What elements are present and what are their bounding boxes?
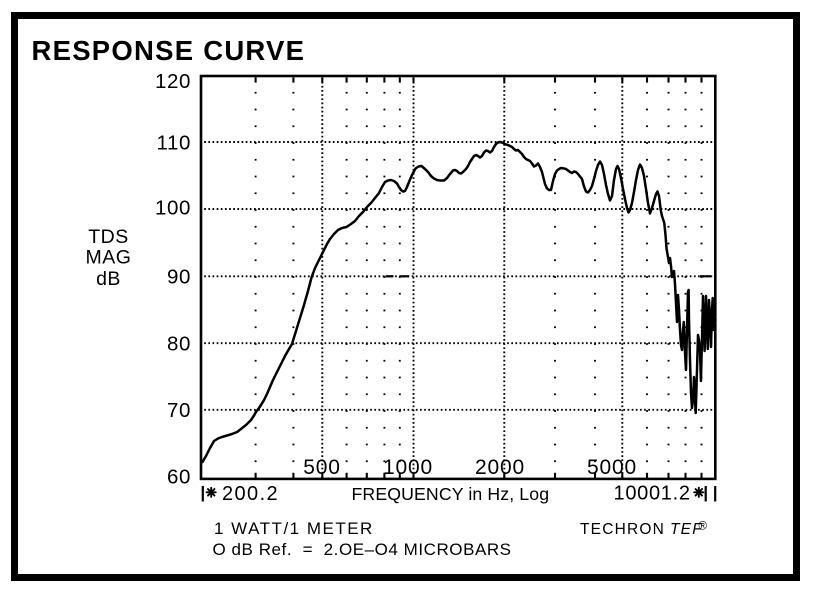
svg-text:500: 500 <box>303 456 340 479</box>
svg-text:120: 120 <box>155 70 191 93</box>
svg-text:80: 80 <box>167 333 191 356</box>
svg-text:O dB Ref. = 2.OE–O4 MICROBAR: O dB Ref. = 2.OE–O4 MICROBARS <box>213 540 512 559</box>
svg-text:TECHRON: TECHRON <box>580 521 665 538</box>
svg-text:200.2: 200.2 <box>222 483 279 505</box>
svg-text:110: 110 <box>157 131 191 154</box>
svg-text:60: 60 <box>167 466 191 489</box>
svg-text:TEF: TEF <box>670 521 703 538</box>
svg-text:dB: dB <box>96 268 121 290</box>
svg-text:1000: 1000 <box>383 456 433 479</box>
svg-text:2000: 2000 <box>475 456 525 479</box>
svg-text:70: 70 <box>167 399 191 422</box>
svg-text:5000: 5000 <box>587 456 637 479</box>
svg-text:FREQUENCY in Hz, Log: FREQUENCY in Hz, Log <box>352 484 550 504</box>
svg-text:90: 90 <box>167 265 191 288</box>
svg-text:MAG: MAG <box>86 247 132 269</box>
svg-text:TDS: TDS <box>88 226 129 248</box>
svg-text:®: ® <box>699 521 708 533</box>
svg-text:100: 100 <box>155 196 191 219</box>
svg-text:RESPONSE CURVE: RESPONSE CURVE <box>32 35 306 66</box>
svg-text:1 WATT/1 METER: 1 WATT/1 METER <box>214 519 374 538</box>
svg-text:10001.2: 10001.2 <box>614 483 691 505</box>
